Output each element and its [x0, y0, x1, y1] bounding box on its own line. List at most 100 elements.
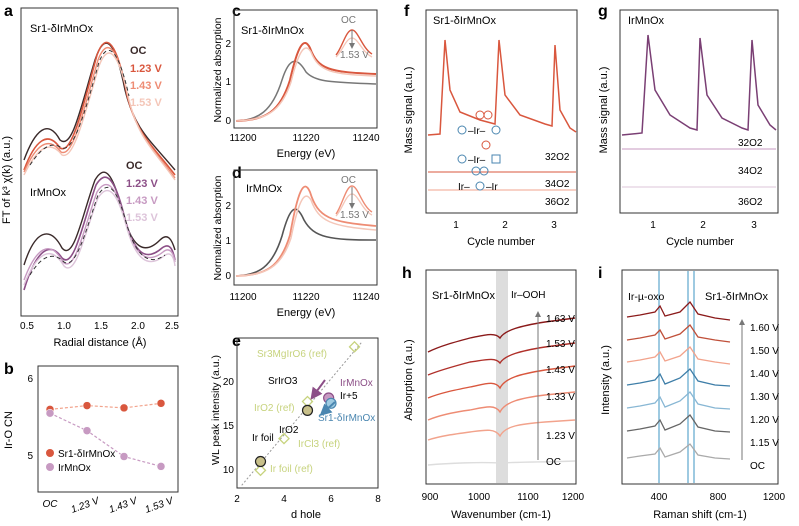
panel-d-yticks: 0 1 2 — [225, 201, 231, 282]
tick-label: 1200 — [562, 492, 585, 503]
potential-label: OC — [546, 457, 561, 468]
ir-atom: –Ir — [486, 182, 498, 193]
legend-marker-ir — [46, 463, 54, 471]
label-sriirmn: Sr1-δIrMnOx — [318, 413, 375, 424]
curve-i-115 — [626, 414, 731, 433]
panel-i-potentials: 1.60 V 1.50 V 1.40 V 1.30 V 1.20 V 1.15 … — [750, 323, 779, 472]
panel-f-frame — [425, 9, 578, 214]
label-irfoilref: Ir foil (ref) — [270, 464, 313, 475]
ir-atom: Ir– — [458, 182, 470, 193]
tick-label: 1 — [650, 220, 656, 231]
tick-label: 1200 — [763, 492, 786, 503]
curve-a-bot-fit — [29, 186, 166, 276]
series-line-ir — [49, 412, 162, 467]
tick-label: 2.0 — [131, 321, 145, 332]
curve-i-150 — [626, 324, 731, 343]
panel-b: b Ir-O CN 5 6 OC 1.23 V 1.43 V 1.53 V Sr… — [3, 361, 179, 516]
tick-label: OC — [43, 499, 59, 510]
panel-e-yticks: 10 15 20 — [223, 377, 235, 476]
curve-h-133 — [427, 391, 576, 421]
label-f-32: 32O2 — [545, 152, 570, 163]
legend-ir: IrMnOx — [58, 463, 91, 474]
panel-d-xlabel: Energy (eV) — [277, 307, 336, 319]
potential-label: 1.40 V — [750, 369, 779, 380]
potential-label: 1.60 V — [750, 323, 779, 334]
panel-i-letter: i — [598, 265, 602, 282]
legend-oc: OC — [130, 45, 147, 57]
tick-label: 11220 — [292, 133, 320, 144]
tick-label: 11220 — [292, 292, 320, 303]
label-sr3mg: Sr3MgIrO6 (ref) — [257, 349, 327, 360]
tick-label: 2.5 — [165, 321, 179, 332]
tick-label: 4 — [281, 494, 287, 505]
tick-label: 2 — [225, 39, 231, 50]
panel-i: i Intensity (a.u.) Raman shift (cm-1) 40… — [598, 265, 786, 521]
tick-label: 3 — [551, 220, 557, 231]
curve-a-bot-143 — [23, 183, 176, 281]
inset-c-v: 1.53 V — [340, 50, 369, 61]
tick-label: 1 — [225, 77, 231, 88]
panel-e-ylabel: WL peak intensity (a.u.) — [210, 355, 222, 465]
o-atom — [457, 125, 467, 135]
panel-i-ylabel: Intensity (a.u.) — [600, 345, 612, 415]
panel-a-ylabel: FT of k³ χ(k) (a.u.) — [1, 136, 13, 224]
tick-label: 900 — [422, 492, 439, 503]
panel-b-letter: b — [4, 361, 14, 378]
tick-label: 1 — [225, 236, 231, 247]
panel-e-xlabel: d hole — [291, 509, 321, 521]
i-annot: Ir-µ-oxo — [628, 291, 665, 303]
tick-label: 3 — [751, 220, 757, 231]
panel-d-frame — [233, 169, 378, 286]
inset-d-curve — [335, 185, 373, 215]
inset-d-v: 1.53 V — [340, 210, 369, 221]
curve-a-bot-153 — [23, 189, 176, 286]
tick-label: 11240 — [352, 292, 380, 303]
o-atom — [491, 125, 501, 135]
panel-a-xlabel: Radial distance (Å) — [54, 336, 147, 349]
panel-c-ylabel: Normalized absorption — [212, 17, 224, 122]
legend-143: 1.43 V — [126, 195, 158, 207]
o-atom — [471, 166, 481, 176]
curve-c-153 — [235, 47, 377, 122]
panel-h-ylabel: Absorption (a.u.) — [403, 339, 415, 420]
label-g-32: 32O2 — [738, 138, 763, 149]
potential-label: 1.15 V — [750, 438, 779, 449]
tick-label: 1.43 V — [108, 495, 140, 516]
panel-g-xlabel: Cycle number — [666, 236, 734, 248]
trend-line — [241, 342, 362, 486]
tick-label: 1000 — [468, 492, 491, 503]
panel-e-marks — [241, 340, 362, 486]
panel-b-frame — [37, 365, 179, 493]
panel-d-ylabel: Normalized absorption — [212, 175, 224, 280]
panel-b-ylabel: Ir-O CN — [3, 411, 15, 449]
arrow-sr — [319, 401, 336, 417]
label-srir: SrIrO3 — [268, 376, 298, 387]
panel-d: d Normalized absorption Energy (eV) 1120… — [212, 165, 380, 319]
panel-b-marks — [45, 399, 166, 471]
panel-c-letter: c — [232, 3, 241, 20]
tick-label: 1.53 V — [144, 495, 176, 516]
o-atom — [481, 140, 491, 150]
legend-sr: Sr1-δIrMnOx — [58, 449, 115, 460]
potential-label: 1.30 V — [750, 392, 779, 403]
label-irfoil: Ir foil — [252, 433, 274, 444]
panel-f-sample: Sr1-δIrMnOx — [433, 15, 496, 27]
legend-marker-sr — [46, 449, 54, 457]
potential-label: 1.23 V — [546, 431, 575, 442]
curve-i-160 — [626, 300, 731, 321]
tick-label: 5 — [27, 451, 33, 462]
h-annot: Ir–OOH — [511, 290, 545, 301]
ref-point — [348, 340, 361, 353]
ref-point — [254, 464, 267, 477]
label-iro2: IrO2 — [279, 425, 299, 436]
panel-c-xlabel: Energy (eV) — [277, 148, 336, 160]
tick-label: 20 — [223, 377, 235, 388]
panel-h-xticks: 900 1000 1100 1200 — [422, 492, 585, 503]
panel-f-letter: f — [404, 3, 410, 20]
curve-a-top-153 — [23, 52, 176, 181]
panel-h: h Absorption (a.u.) Wavenumber (cm-1) 90… — [402, 265, 585, 521]
panel-d-sample: IrMnOx — [246, 183, 283, 195]
ref-point — [278, 432, 290, 445]
series-line-sr — [49, 402, 162, 410]
